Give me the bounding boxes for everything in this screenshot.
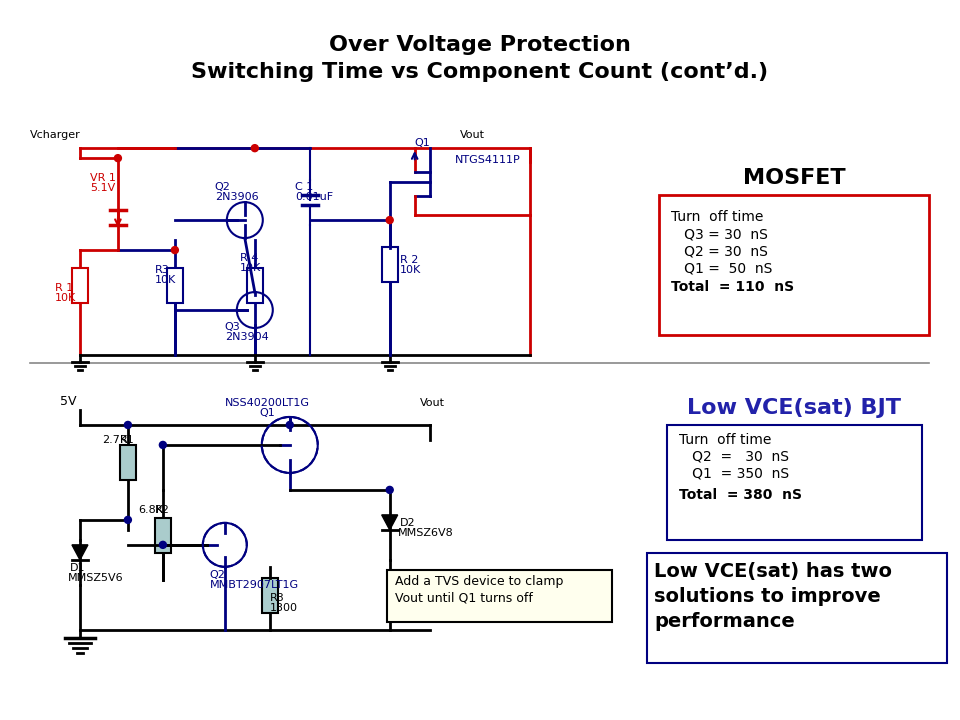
Bar [647, 553, 948, 663]
Text: Turn  off time: Turn off time [671, 210, 764, 224]
Text: Vout: Vout [420, 398, 444, 408]
Text: Low VCE(sat) has two
solutions to improve
performance: Low VCE(sat) has two solutions to improv… [655, 562, 893, 631]
Text: D2: D2 [399, 518, 416, 528]
Text: Total  = 380  nS: Total = 380 nS [680, 488, 803, 502]
Text: R1: R1 [120, 435, 134, 445]
Bar [155, 518, 171, 553]
Text: Q1  = 350  nS: Q1 = 350 nS [680, 467, 789, 481]
Text: NSS40200LT1G: NSS40200LT1G [225, 398, 310, 408]
Bar [382, 247, 397, 282]
Text: Q1: Q1 [415, 138, 430, 148]
Bar [660, 195, 929, 335]
Text: R2: R2 [155, 505, 170, 515]
Bar [262, 578, 277, 613]
Text: Over Voltage Protection: Over Voltage Protection [328, 35, 631, 55]
Text: NTGS4111P: NTGS4111P [455, 156, 520, 165]
Bar [247, 268, 263, 303]
Text: Q3 = 30  nS: Q3 = 30 nS [671, 227, 768, 241]
Bar [387, 570, 612, 622]
Text: Vcharger: Vcharger [30, 130, 81, 140]
Circle shape [172, 246, 179, 253]
Circle shape [114, 155, 121, 162]
Text: Total  = 110  nS: Total = 110 nS [671, 280, 795, 294]
Text: Q3: Q3 [225, 322, 241, 332]
Text: Q2: Q2 [210, 570, 226, 580]
Text: 10K: 10K [55, 293, 76, 303]
Text: MMSZ5V6: MMSZ5V6 [68, 573, 124, 582]
Text: D1: D1 [70, 563, 85, 573]
Text: Q2  =   30  nS: Q2 = 30 nS [680, 450, 789, 464]
Text: R 2: R 2 [399, 255, 418, 265]
Circle shape [159, 541, 166, 549]
Polygon shape [382, 515, 397, 530]
Text: Q1 =  50  nS: Q1 = 50 nS [671, 261, 773, 275]
Bar [667, 425, 923, 540]
Text: R 4: R 4 [240, 253, 258, 263]
Bar [120, 445, 136, 480]
Text: MOSFET: MOSFET [743, 168, 846, 188]
Bar [72, 268, 88, 303]
Text: Q2: Q2 [215, 182, 230, 192]
Circle shape [125, 516, 132, 523]
Text: 10K: 10K [240, 263, 261, 273]
Circle shape [386, 217, 394, 224]
Text: 5V: 5V [60, 395, 77, 408]
Circle shape [159, 441, 166, 449]
Text: Q2 = 30  nS: Q2 = 30 nS [671, 244, 768, 258]
Circle shape [252, 145, 258, 152]
Text: MMBT2907LT1G: MMBT2907LT1G [210, 580, 299, 590]
Text: R3: R3 [155, 265, 170, 275]
Text: R 1: R 1 [55, 283, 73, 293]
Text: 6.8K: 6.8K [138, 505, 163, 515]
Text: Switching Time vs Component Count (cont’d.): Switching Time vs Component Count (cont’… [191, 62, 768, 82]
Text: C 1: C 1 [295, 182, 313, 192]
Circle shape [125, 421, 132, 428]
Text: Q1: Q1 [260, 408, 276, 418]
Circle shape [286, 421, 293, 428]
Text: 2.7K: 2.7K [102, 435, 127, 445]
Text: 10K: 10K [399, 265, 420, 275]
Circle shape [386, 487, 394, 493]
Text: Vout: Vout [460, 130, 485, 140]
Text: Low VCE(sat) BJT: Low VCE(sat) BJT [687, 398, 901, 418]
Text: Turn  off time: Turn off time [680, 433, 772, 447]
Text: 5.1V: 5.1V [90, 183, 115, 193]
Bar [167, 268, 182, 303]
Text: 1300: 1300 [270, 603, 298, 613]
Text: R3: R3 [270, 593, 284, 603]
Polygon shape [72, 545, 88, 560]
Text: Add a TVS device to clamp
Vout until Q1 turns off: Add a TVS device to clamp Vout until Q1 … [395, 575, 564, 605]
Text: MMSZ6V8: MMSZ6V8 [397, 528, 453, 538]
Text: 2N3906: 2N3906 [215, 192, 258, 202]
Text: 2N3904: 2N3904 [225, 332, 269, 342]
Text: 10K: 10K [155, 275, 176, 285]
Text: 0.01uF: 0.01uF [295, 192, 333, 202]
Text: VR 1: VR 1 [90, 173, 116, 183]
